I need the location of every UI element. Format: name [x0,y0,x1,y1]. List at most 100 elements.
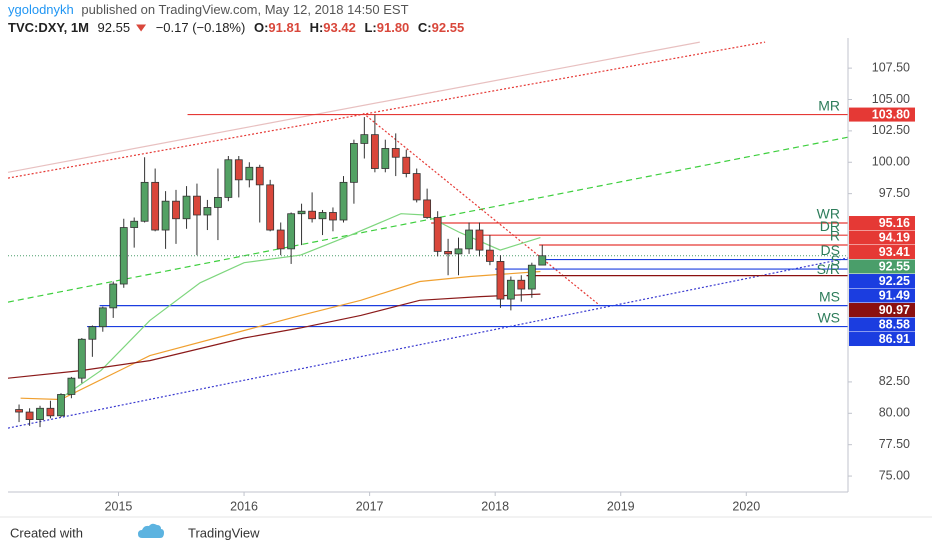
candle-body [119,227,128,285]
y-tick-label: 97.50 [879,186,910,200]
price-badge-label: 91.49 [879,288,910,302]
price-badge [849,288,915,303]
price-badge-label: 92.55 [879,259,910,273]
trendline [8,136,848,303]
candle-body [88,326,97,340]
price-badge-label: 86.91 [879,332,910,346]
candle-body [140,181,149,222]
price-badge [849,317,915,332]
candle-body [172,200,180,220]
candle-body [538,255,547,266]
candle-body [475,229,484,251]
trendline [362,112,600,306]
ohlc-value: 91.81 [268,20,301,35]
candle-body [444,250,452,255]
candle-body [391,148,400,158]
candle-body [381,148,390,169]
candle-body [287,213,296,250]
price-badge-label: 93.41 [879,245,910,259]
logo-icon [138,523,164,538]
trendline [8,41,700,173]
candle-body [214,197,222,208]
y-tick-label: 75.00 [879,468,910,482]
change: −0.17 (−0.18%) [156,20,246,35]
candle-body [193,195,201,216]
price: 92.55 [98,20,131,35]
y-tick-label: 100.00 [872,155,910,169]
x-tick-label: 2016 [230,499,258,513]
published: published on TradingView.com, May 12, 20… [81,2,408,17]
candle-body [203,207,212,216]
candle-body [234,159,243,181]
trendline [8,41,766,179]
price-badge [849,107,915,122]
candle-body [46,407,55,417]
ohlc-value: 91.80 [377,20,410,35]
tradingview-logo[interactable]: TradingView [138,523,260,541]
candle-body [276,229,285,250]
candle-body [308,210,317,220]
x-tick-label: 2017 [356,499,384,513]
level-label: S/R [817,261,840,277]
footer-brand: TradingView [188,525,260,540]
ohlc-label: O: [254,20,268,35]
level-label: R [830,228,840,244]
candle-body [36,407,44,420]
header-line-1: ygolodnykh published on TradingView.com,… [8,2,409,17]
candle-body [67,377,76,395]
level-label: MR [818,97,840,113]
price-badge-label: 88.58 [879,317,910,331]
price-badge-label: 90.97 [879,303,910,317]
level-label: DS [821,242,840,258]
candle-body [496,261,505,300]
ohlc-label: H: [310,20,324,35]
candle-body [465,229,473,250]
candle-body [339,181,348,221]
candle-body [98,307,107,328]
candle-body [57,394,65,417]
price-badge [849,259,915,274]
price-badge [849,303,915,318]
candle-body [486,249,494,262]
candle-body [266,184,275,231]
header-line-2: TVC:DXY, 1M 92.55 −0.17 (−0.18%) O:91.81… [8,20,464,35]
x-tick-label: 2018 [481,499,509,513]
y-tick-label: 105.00 [872,92,910,106]
price-badge-label: 103.80 [872,107,910,121]
price-badge-label: 94.19 [879,230,910,244]
ohlc-value: 92.55 [432,20,465,35]
price-badge-label: 95.16 [879,216,910,230]
candle-body [318,212,327,220]
level-label: S [831,252,840,268]
level-label: WS [817,309,840,325]
down-arrow [136,24,147,32]
candle-body [25,411,34,420]
candle-body [161,200,170,231]
candle-body [297,210,306,215]
price-badge [849,216,915,231]
candle-body [15,409,23,413]
candle-body [433,217,442,252]
level-label: MS [819,288,840,304]
x-tick-label: 2020 [732,499,760,513]
candle-body [527,264,536,290]
trendline [8,257,848,429]
price-badge [849,245,915,260]
price-badge [849,274,915,289]
moving-average [20,270,541,401]
x-tick-label: 2019 [607,499,635,513]
candle-body [506,279,515,300]
moving-average [8,293,541,379]
candle-body [350,143,358,183]
author[interactable]: ygolodnykh [8,2,74,17]
candle-body [245,166,254,181]
candle-body [454,248,463,255]
x-tick-label: 2015 [105,499,133,513]
price-badge [849,230,915,245]
y-tick-label: 80.00 [879,406,910,420]
candle-body [130,220,139,228]
y-tick-label: 82.50 [879,374,910,388]
candle-body [402,156,411,174]
